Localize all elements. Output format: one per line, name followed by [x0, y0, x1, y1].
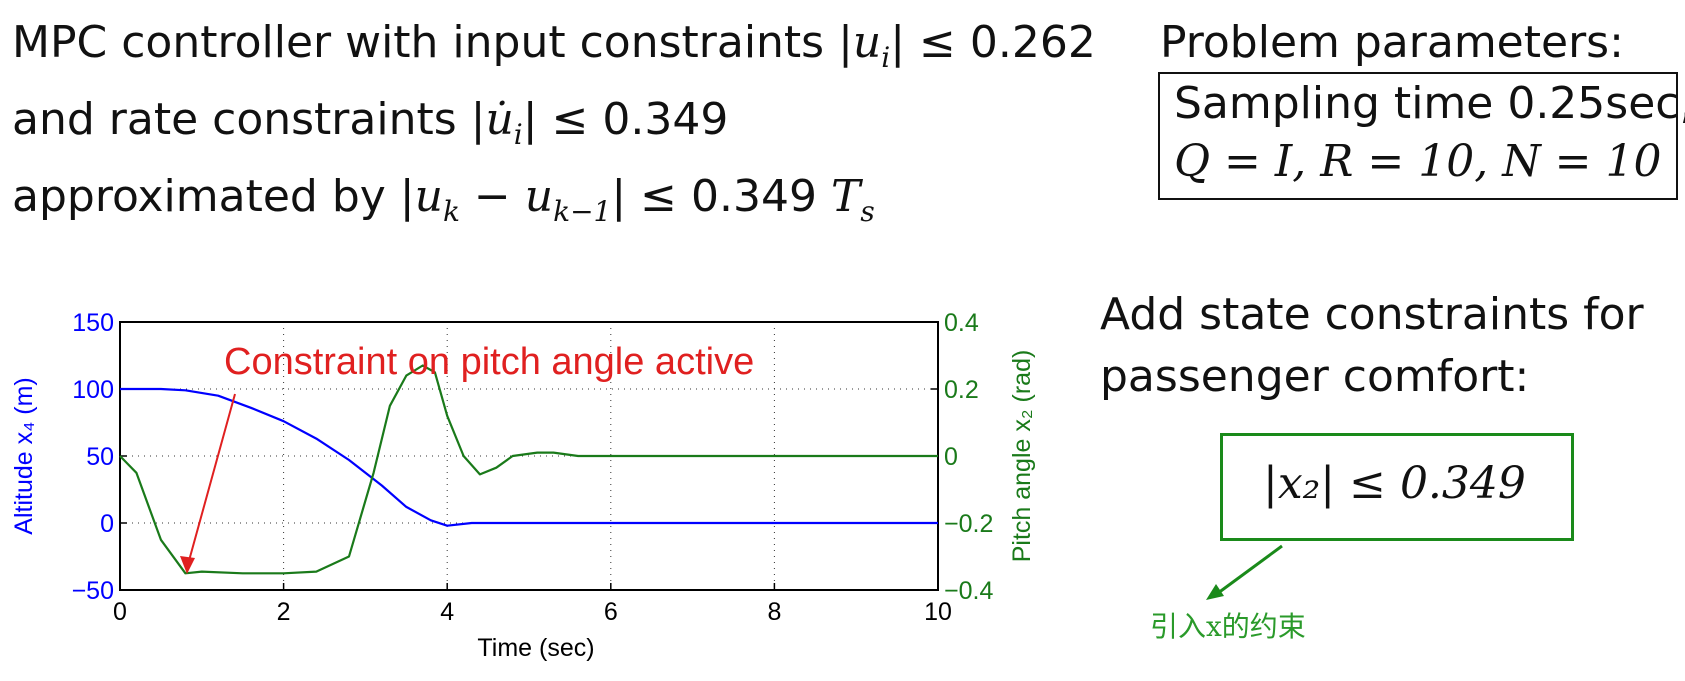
x-tick-label: 0 — [113, 598, 127, 626]
state-line-1: Add state constraints for — [1100, 289, 1644, 340]
annotation-arrowhead — [180, 556, 195, 574]
params-box: Sampling time 0.25sec, Q = I, R = 10, N … — [1158, 72, 1685, 200]
input-constraint-line: MPC controller with input constraints |u… — [12, 17, 1096, 74]
annotation-arrow — [186, 393, 236, 569]
y-left-tick-label: 50 — [86, 443, 114, 471]
x-tick-label: 2 — [277, 598, 291, 626]
y-right-tick-label: 0.4 — [944, 309, 979, 337]
altitude-series-line — [120, 387, 938, 527]
x-tick-label: 6 — [604, 598, 618, 626]
sampling-time-line: Sampling time 0.25sec, — [1174, 78, 1685, 129]
y-right-tick-label: 0 — [944, 443, 958, 471]
y-left-tick-label: 100 — [72, 376, 114, 404]
pitch-series-line — [119, 364, 938, 575]
weights-line: Q = I, R = 10, N = 10 — [1174, 136, 1662, 187]
y-axis-left-label: Altitude x₄ (m) — [10, 377, 38, 534]
y-right-tick-label: −0.4 — [944, 577, 993, 605]
main-text-block: MPC controller with input constraints |u… — [12, 12, 1096, 242]
y-left-tick-label: 0 — [100, 510, 114, 538]
chinese-annotation: 引入x的约束 — [1150, 610, 1306, 643]
x-axis-label: Time (sec) — [477, 634, 594, 662]
y-right-tick-label: 0.2 — [944, 376, 979, 404]
annotation-text: Constraint on pitch angle active — [224, 341, 754, 383]
x-tick-label: 4 — [440, 598, 454, 626]
note-arrowhead — [1206, 584, 1224, 600]
state-constraint-box: |x₂| ≤ 0.349 — [1220, 433, 1574, 541]
y-axis-right-label: Pitch angle x₂ (rad) — [1008, 350, 1036, 563]
x-tick-label: 10 — [924, 598, 952, 626]
chart-marks — [119, 364, 938, 575]
x-tick-label: 8 — [767, 598, 781, 626]
rate-constraint-line: and rate constraints |u̇i| ≤ 0.349 — [12, 93, 729, 151]
state-constraint-formula: |x₂| ≤ 0.349 — [1263, 458, 1526, 509]
state-constraint-text: Add state constraints for passenger comf… — [1100, 284, 1644, 408]
note-arrow — [1213, 544, 1283, 598]
approximation-line: approximated by |uk − uk−1| ≤ 0.349 Ts — [12, 170, 875, 228]
y-right-tick-label: −0.2 — [944, 510, 993, 538]
state-line-2: passenger comfort: — [1100, 351, 1530, 402]
y-left-tick-label: −50 — [72, 577, 114, 605]
params-heading: Problem parameters: — [1160, 17, 1624, 68]
y-left-tick-label: 150 — [72, 309, 114, 337]
